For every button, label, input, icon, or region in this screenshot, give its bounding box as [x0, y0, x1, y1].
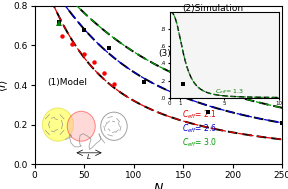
- Text: (2)Simulation: (2)Simulation: [182, 4, 243, 13]
- Y-axis label: $\langle I \rangle$: $\langle I \rangle$: [0, 79, 10, 91]
- Text: $C_{eff}$= 2.6: $C_{eff}$= 2.6: [182, 123, 217, 135]
- Text: (1)Model: (1)Model: [47, 78, 87, 87]
- Text: (3)Result: (3)Result: [158, 50, 199, 58]
- X-axis label: N: N: [154, 182, 163, 189]
- Text: $C_{eff}$= 2.1: $C_{eff}$= 2.1: [182, 109, 217, 121]
- Text: $C_{eff}$= 3.0: $C_{eff}$= 3.0: [182, 136, 217, 149]
